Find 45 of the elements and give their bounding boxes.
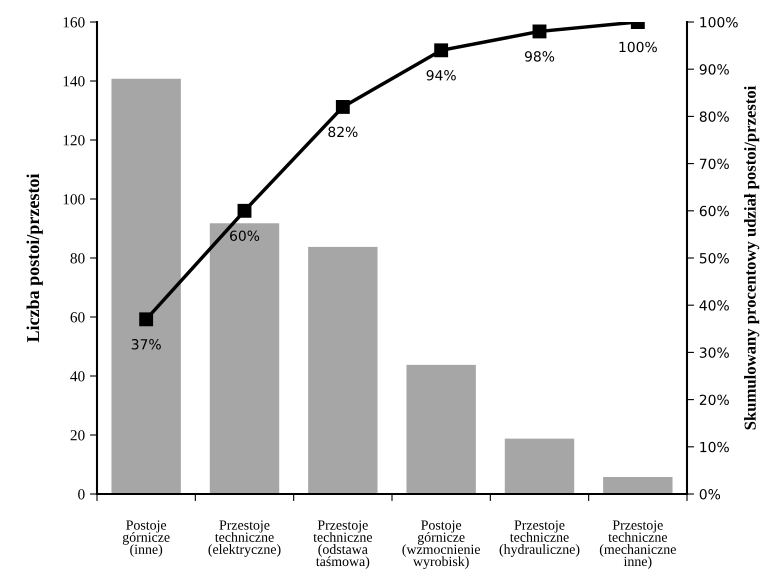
bar xyxy=(602,476,674,494)
y2-tick-label: 80% xyxy=(700,111,729,122)
x-tick-label: Postoje górnicze (wzmocnienie wyrobisk) xyxy=(402,520,480,569)
y2-tick-label: 100% xyxy=(700,16,738,28)
bar xyxy=(306,246,379,494)
point xyxy=(238,204,252,218)
y-tick-label: 160 xyxy=(64,17,85,28)
y2-tick-label: 0% xyxy=(700,488,720,500)
y-tick-label: 120 xyxy=(64,135,85,146)
y2-tick-label: 90% xyxy=(700,64,729,75)
bar xyxy=(503,437,576,494)
y-axis-title: Liczba postoi/przestoi xyxy=(26,174,43,342)
x-tick-label: Przestoje techniczne (elektryczne) xyxy=(208,520,281,557)
y2-tick-label: 40% xyxy=(699,300,729,311)
y2-tick-label: 60% xyxy=(700,206,729,216)
data-label: 94% xyxy=(426,70,456,81)
y2-tick-label: 10% xyxy=(700,442,729,452)
y2-tick-label: 20% xyxy=(700,394,729,406)
x-tick-label: Przestoje techniczne (hydrauliczne) xyxy=(500,520,580,557)
y-tick-label: 40 xyxy=(70,371,85,382)
y2-axis-title: Skumulowany procentowy udział postoi/przestoi xyxy=(744,86,760,430)
y-tick-label: 140 xyxy=(64,76,85,86)
y-tick-label: 100 xyxy=(64,194,85,204)
point xyxy=(336,100,350,114)
point xyxy=(434,43,448,58)
data-label: 100% xyxy=(620,42,657,52)
y2-tick-label: 30% xyxy=(700,347,729,358)
x-tick-label: Postoje górnicze (inne) xyxy=(122,520,170,557)
data-label: 82% xyxy=(328,126,358,138)
bar xyxy=(405,364,478,494)
y-tick-label: 20 xyxy=(70,430,85,440)
y-tick-label: 80 xyxy=(70,253,85,264)
x-tick-label: Przestoje techniczne (mechaniczne inne) xyxy=(600,520,676,569)
y2-tick-label: 70% xyxy=(700,158,729,170)
y-tick-label: 60 xyxy=(70,312,85,322)
data-label: 37% xyxy=(132,339,161,350)
bar xyxy=(110,77,182,494)
y2-tick-label: 50% xyxy=(700,252,729,264)
x-tick-label: Przestoje techniczne (odstawa taśmowa) xyxy=(313,520,372,569)
point xyxy=(139,312,154,326)
data-label: 60% xyxy=(230,230,260,241)
bar xyxy=(208,222,281,494)
data-label: 98% xyxy=(524,51,554,62)
y-tick-label: 0 xyxy=(78,489,85,500)
point xyxy=(532,24,546,38)
